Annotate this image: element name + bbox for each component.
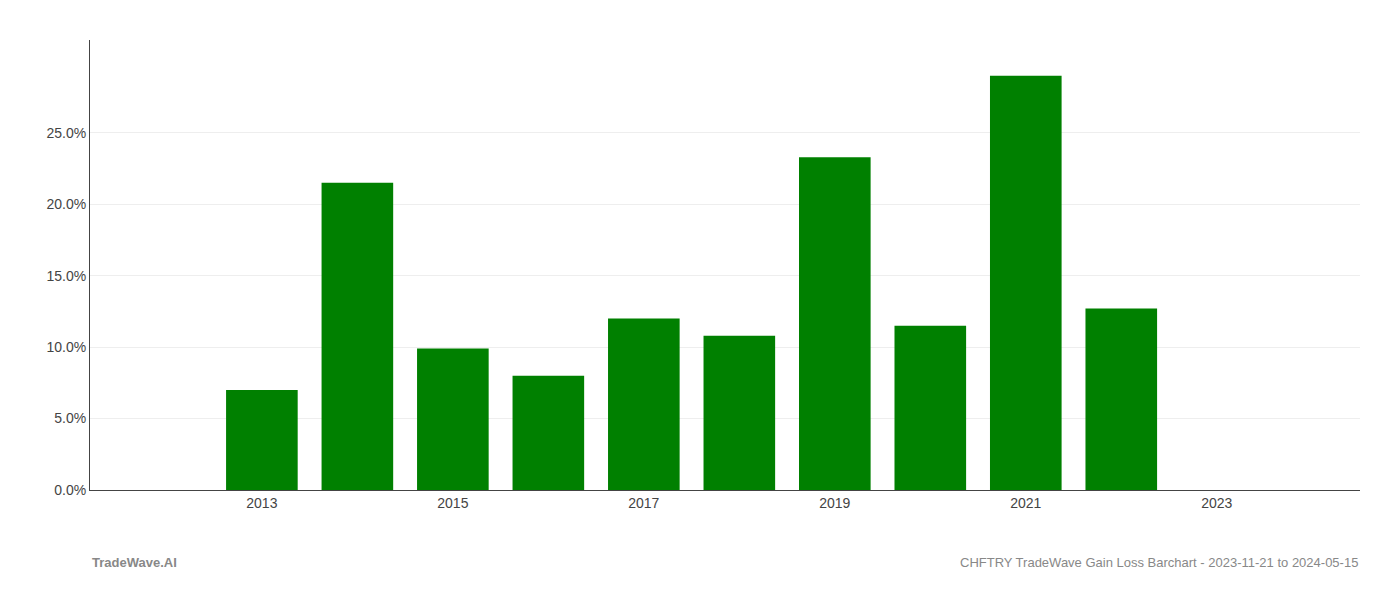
svg-text:2015: 2015 (437, 495, 468, 511)
svg-text:2013: 2013 (246, 495, 277, 511)
svg-text:15.0%: 15.0% (46, 268, 86, 284)
svg-text:2023: 2023 (1201, 495, 1232, 511)
svg-text:CHFTRY TradeWave Gain Loss Bar: CHFTRY TradeWave Gain Loss Barchart - 20… (960, 555, 1358, 570)
svg-text:5.0%: 5.0% (54, 410, 86, 426)
svg-text:0.0%: 0.0% (54, 482, 86, 498)
svg-text:2019: 2019 (819, 495, 850, 511)
svg-text:25.0%: 25.0% (46, 125, 86, 141)
svg-text:20.0%: 20.0% (46, 196, 86, 212)
svg-text:2021: 2021 (1010, 495, 1041, 511)
svg-text:10.0%: 10.0% (46, 339, 86, 355)
svg-text:2017: 2017 (628, 495, 659, 511)
svg-text:TradeWave.AI: TradeWave.AI (92, 555, 177, 570)
